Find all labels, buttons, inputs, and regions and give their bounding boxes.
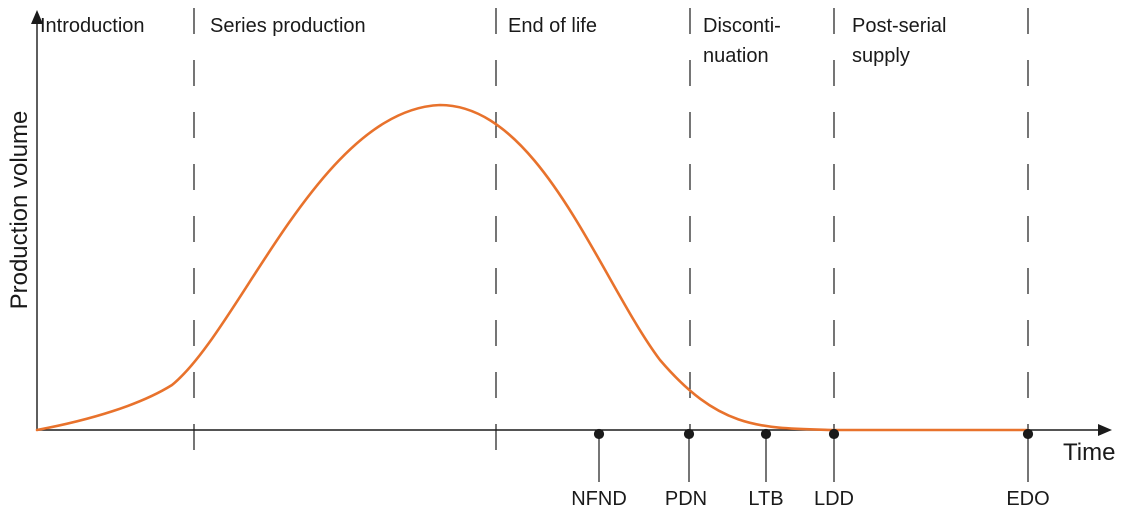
milestone-label-ldd: LDD [814,488,854,510]
phase-labels: Introduction Series production End of li… [40,15,946,67]
milestone-label-pdn: PDN [665,488,707,510]
milestone-label-ltb: LTB [748,488,783,510]
phase-label-post-serial-supply-line2: supply [852,45,910,67]
y-axis-arrow [31,10,43,24]
phase-label-series-production: Series production [210,15,366,37]
x-axis-arrow [1098,424,1112,436]
milestone-dot-nfnd [593,428,605,440]
milestone-markers [593,428,1034,482]
axes [31,10,1112,436]
milestone-dot-ldd [828,428,840,440]
phase-label-end-of-life: End of life [508,15,597,37]
phase-label-introduction: Introduction [40,15,145,37]
milestone-dot-edo [1022,428,1034,440]
phase-label-discontinuation-line2: nuation [703,45,769,67]
milestone-label-nfnd: NFND [571,488,627,510]
production-volume-curve [35,103,1030,432]
milestone-dot-pdn [683,428,695,440]
y-axis-title: Production volume [6,111,33,310]
phase-label-discontinuation-line1: Disconti- [703,15,781,37]
milestone-labels: NFND PDN LTB LDD EDO [571,488,1049,510]
phase-label-post-serial-supply-line1: Post-serial [852,15,946,37]
milestone-dot-ltb [760,428,772,440]
milestone-label-edo: EDO [1006,488,1049,510]
phase-dividers [193,8,1029,472]
x-axis-title: Time [1063,439,1115,466]
